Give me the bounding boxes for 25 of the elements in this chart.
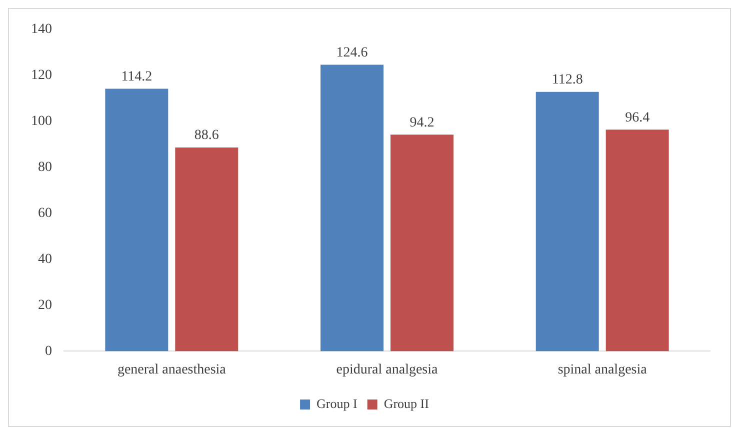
bar	[320, 64, 384, 352]
y-tick-label: 20	[38, 298, 52, 313]
y-tick-label: 140	[31, 22, 52, 38]
x-tick-label: spinal analgesia	[558, 362, 648, 378]
data-label: 94.2	[410, 115, 434, 130]
bar	[390, 134, 454, 352]
data-label: 112.8	[552, 72, 583, 88]
bar	[105, 88, 168, 352]
x-tick-label: general anaesthesia	[117, 362, 227, 378]
x-tick-label: epidural analgesia	[336, 362, 439, 378]
y-tick-label: 60	[38, 206, 52, 221]
legend-label: Group I	[316, 396, 358, 411]
data-label: 96.4	[625, 110, 650, 126]
data-label: 114.2	[121, 69, 152, 84]
data-label: 124.6	[336, 45, 368, 60]
data-label: 88.6	[194, 128, 219, 144]
y-tick-label: 100	[31, 114, 52, 130]
y-tick-label: 80	[38, 160, 52, 175]
y-tick-label: 40	[38, 252, 52, 267]
bar	[536, 92, 599, 352]
y-tick-label: 120	[31, 68, 52, 84]
bar	[175, 148, 238, 352]
bar	[606, 130, 669, 352]
y-tick-label: 0	[45, 344, 52, 359]
legend-label: Group II	[384, 396, 429, 411]
